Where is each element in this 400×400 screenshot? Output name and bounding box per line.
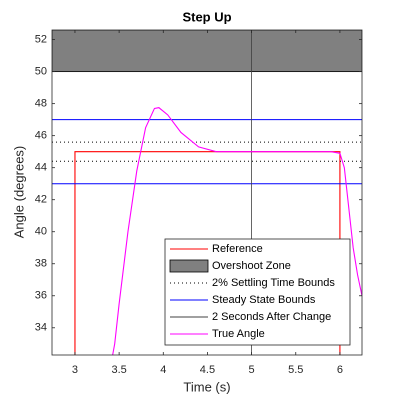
y-tick-label: 36 (35, 290, 47, 302)
legend-label: True Angle (212, 328, 265, 340)
legend-box (164, 238, 351, 346)
legend-label: Steady State Bounds (212, 294, 316, 306)
legend-label: 2% Settling Time Bounds (212, 277, 335, 289)
legend-label: 2 Seconds After Change (212, 311, 331, 323)
y-tick-label: 42 (35, 194, 47, 206)
y-axis-label: Angle (degrees) (11, 146, 26, 239)
series-line (112, 107, 362, 355)
chart-title: Step Up (182, 9, 231, 24)
y-tick-label: 46 (35, 130, 47, 142)
x-tick-label: 4.5 (200, 364, 215, 376)
x-tick-label: 5.5 (288, 364, 303, 376)
y-tick-label: 40 (35, 226, 47, 238)
x-tick-label: 5 (249, 364, 255, 376)
x-tick-label: 6 (337, 364, 343, 376)
overshoot-band (52, 30, 362, 73)
x-axis-label: Time (s) (183, 379, 230, 394)
series-line (74, 151, 341, 355)
y-tick-label: 44 (35, 162, 47, 174)
legend-swatch (169, 259, 209, 273)
legend: Reference Overshoot Zone 2% Settling Time … (164, 238, 351, 346)
y-tick-label: 50 (35, 66, 47, 78)
y-tick-label: 48 (35, 98, 47, 110)
x-tick-label: 3 (72, 364, 78, 376)
x-tick-label: 4 (160, 364, 166, 376)
y-tick-label: 52 (35, 34, 47, 46)
y-tick-label: 38 (35, 258, 47, 270)
legend-label: Overshoot Zone (212, 260, 291, 272)
legend-label: Reference (212, 243, 263, 255)
y-tick-label: 34 (35, 322, 47, 334)
axes-box (51, 29, 363, 356)
x-tick-label: 3.5 (111, 364, 126, 376)
